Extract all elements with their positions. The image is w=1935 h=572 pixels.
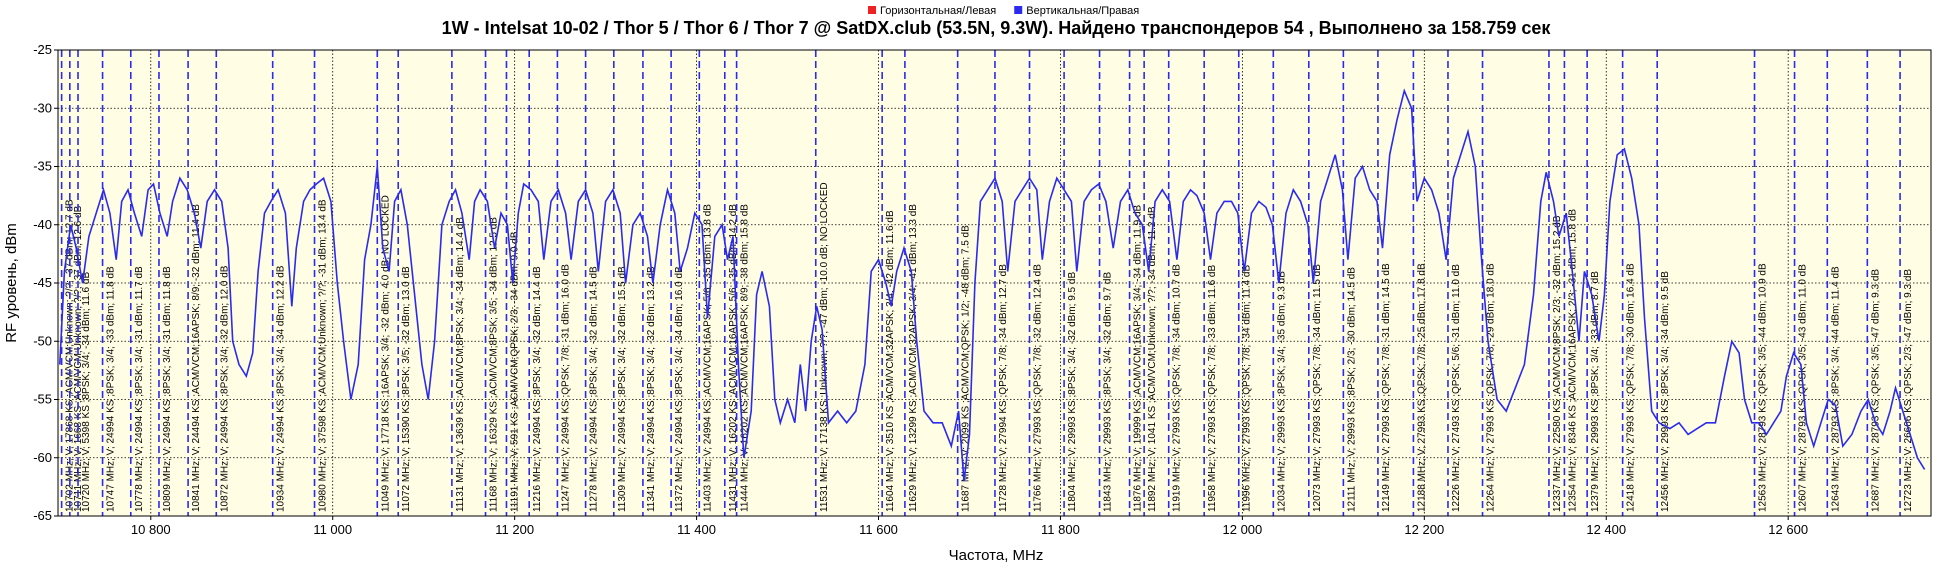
x-tick-label: 11 800 [1041,522,1080,537]
transponder-label: 11766 MHz; V; 27993 KS ;QPSK; 7/8; -32 d… [1033,264,1044,512]
transponder-label: 12073 MHz; V; 27993 KS ;QPSK; 7/8; -34 d… [1312,264,1323,512]
y-axis-label: RF уровень, dBm [3,223,20,343]
transponder-label: 12226 MHz; V; 27493 KS ;QPSK; 5/6; -31 d… [1451,264,1462,512]
transponder-label: 11996 MHz; V; 27993 KS ;QPSK; 7/8; -34 d… [1242,264,1253,512]
transponder-label: 11958 MHz; V; 27993 KS ;QPSK; 7/8; -33 d… [1207,264,1218,512]
transponder-label: 11876 MHz; V; 19999 KS ;ACM/VCM;16APSK; … [1133,204,1144,512]
transponder-label: 10720 MHz; V; 5398 KS ;8PSK; 3/4; -34 dB… [81,272,92,512]
transponder-label: 11072 MHz; V; 15390 KS ;8PSK; 3/5; -32 d… [401,266,412,512]
transponder-label: 12111 MHz; V; 29993 KS ;8PSK; 2/3; -30 d… [1346,267,1357,512]
x-tick-label: 11 000 [313,522,352,537]
transponder-label: 12188 MHz; V; 27993 KS ;QPSK; 7/8; -25 d… [1416,263,1427,512]
y-tick-label: -45 [33,275,52,290]
x-tick-label: 11 400 [677,522,716,537]
transponder-label: 11403 MHz; V; 24994 KS ;ACM/VCM;16APSK; … [702,204,713,512]
transponder-label: 12723 MHz; V; 26666 KS ;QPSK; 2/3; -47 d… [1903,269,1914,512]
transponder-label: 11309 MHz; V; 24994 KS ;8PSK; 3/4; -32 d… [617,266,628,512]
x-tick-label: 12 600 [1768,522,1808,537]
y-tick-label: -65 [33,508,52,523]
x-tick-label: 12 400 [1586,522,1626,537]
transponder-label: 11431 MHz; V; 16202 KS ;ACM/VCM;16APSK; … [728,204,739,512]
transponder-label: 12563 MHz; V; 28793 KS ;QPSK; 3/5; -44 d… [1758,263,1769,512]
transponder-label: 11919 MHz; V; 27993 KS ;QPSK; 7/8; -34 d… [1172,264,1183,512]
y-tick-label: -35 [33,159,52,174]
transponder-label: 11444 MHz; V; 16202 KS ;ACM/VCM;16APSK; … [740,204,751,512]
transponder-label: 11728 MHz; V; 27994 KS ;QPSK; 7/8; -34 d… [998,264,1009,512]
transponder-label: 12034 MHz; V; 29993 KS ;8PSK; 3/4; -35 d… [1276,271,1287,512]
transponder-label: 11191 MHz; V; 591 KS ;ACM/VCM;QPSK; 2/3;… [509,231,520,512]
transponder-label: 12379 MHz; V; 29993 KS ;8PSK; 3/4; -33 d… [1590,271,1601,512]
transponder-label: 11168 MHz; V; 16329 KS ;ACM/VCM;8PSK; 3/… [489,217,500,512]
transponder-label: 12354 MHz; V; 8346 KS ;ACM/VCM;16APSK; 2… [1567,209,1578,512]
transponder-label: 10702 MHz; V; 17868 KS ;ACM/VCM;Unknown;… [65,199,76,512]
transponder-label: 11531 MHz; V; 17138 KS ;Unknown; ?/?; -4… [819,182,830,512]
transponder-label: 10809 MHz; V; 24994 KS ;8PSK; 3/4; -31 d… [162,266,173,512]
x-tick-label: 10 800 [131,522,171,537]
legend-swatch [1014,6,1023,14]
transponder-label: 12456 MHz; V; 29993 KS ;8PSK; 3/4; -34 d… [1660,271,1671,512]
transponder-label: 11049 MHz; V; 17718 KS ;16APSK; 3/4; -32… [380,195,391,512]
transponder-label: 11278 MHz; V; 24994 KS ;8PSK; 3/4; -32 d… [589,266,600,512]
y-tick-label: -40 [33,217,52,232]
transponder-label: 11341 MHz; V; 24994 KS ;8PSK; 3/4; -32 d… [646,266,657,512]
transponder-label: 12643 MHz; V; 28793 KS ;8PSK; 3/4; -44 d… [1830,266,1841,512]
transponder-label: 11804 MHz; V; 29993 KS ;8PSK; 3/4; -32 d… [1067,272,1078,512]
transponder-label: 12418 MHz; V; 27993 KS ;QPSK; 7/8; -30 d… [1626,263,1637,512]
transponder-label: 11892 MHz; V; 1041 KS ;ACM/VCM;Unknown; … [1147,206,1158,512]
spectrum-line [59,88,1926,482]
transponder-label: 11843 MHz; V; 29993 KS ;8PSK; 3/4; -32 d… [1103,272,1114,512]
transponder-label: 10872 MHz; V; 24994 KS ;8PSK; 3/4; -32 d… [219,265,230,512]
transponder-label: 10778 MHz; V; 24994 KS ;8PSK; 3/4; -31 d… [134,266,145,512]
y-tick-label: -60 [33,450,52,465]
transponder-label: 12149 MHz; V; 27993 KS ;QPSK; 7/8; -31 d… [1381,263,1392,512]
x-axis-label: Частота, MHz [949,547,1044,564]
x-tick-label: 11 200 [495,522,534,537]
transponder-label: 12264 MHz; V; 27993 KS ;QPSK; 7/8; -29 d… [1486,263,1497,512]
y-tick-label: -25 [33,42,52,57]
transponder-label: 12687 MHz; V; 28793 KS ;QPSK; 3/5; -47 d… [1870,269,1881,512]
transponder-label: 10934 MHz; V; 24994 KS ;8PSK; 3/4; -34 d… [276,265,287,512]
transponder-label: 11247 MHz; V; 24994 KS ;QPSK; 7/8; -31 d… [560,264,571,512]
transponder-label: 10747 MHz; V; 24994 KS ;8PSK; 3/4; -33 d… [106,266,117,512]
plot-frame [57,49,1932,517]
transponder-label: 11604 MHz; V; 3510 KS ;ACM/VCM;32APSK; 3… [885,210,896,512]
transponder-label: 11629 MHz; V; 13299 KS ;ACM/VCM;32APSK; … [908,204,919,512]
transponder-label: 11687 MHz; V; 2099 KS ;ACM/VCM;QPSK; 1/2… [961,225,972,512]
x-tick-label: 12 000 [1223,522,1263,537]
transponder-label: 11131 MHz; V; 13639 KS ;ACM/VCM;8PSK; 3/… [455,217,466,512]
x-tick-label: 12 200 [1404,522,1444,537]
legend-swatch [868,6,876,14]
transponder-label: 11372 MHz; V; 24994 KS ;8PSK; 3/4; -34 d… [674,266,685,512]
transponder-label: 11216 MHz; V; 24994 KS ;8PSK; 3/4; -32 d… [532,266,543,512]
y-tick-label: -55 [33,392,52,407]
x-tick-label: 11 600 [859,522,898,537]
chart-title: 1W - Intelsat 10-02 / Thor 5 / Thor 6 / … [442,18,1552,38]
y-tick-label: -50 [33,333,52,348]
transponder-label: 10841 MHz; V; 24494 KS ;ACM/VCM;16APSK; … [191,204,202,512]
transponder-label: 12337 MHz; V; 22580 KS ;ACM/VCM;8PSK; 2/… [1552,215,1563,512]
transponder-label: 10980 MHz; V; 37598 KS ;ACM/VCM;Unknown;… [318,199,329,512]
y-tick-label: -30 [33,100,52,115]
legend-label: Горизонтальная/Левая [880,5,996,17]
legend-label: Вертикальная/Правая [1026,5,1139,17]
